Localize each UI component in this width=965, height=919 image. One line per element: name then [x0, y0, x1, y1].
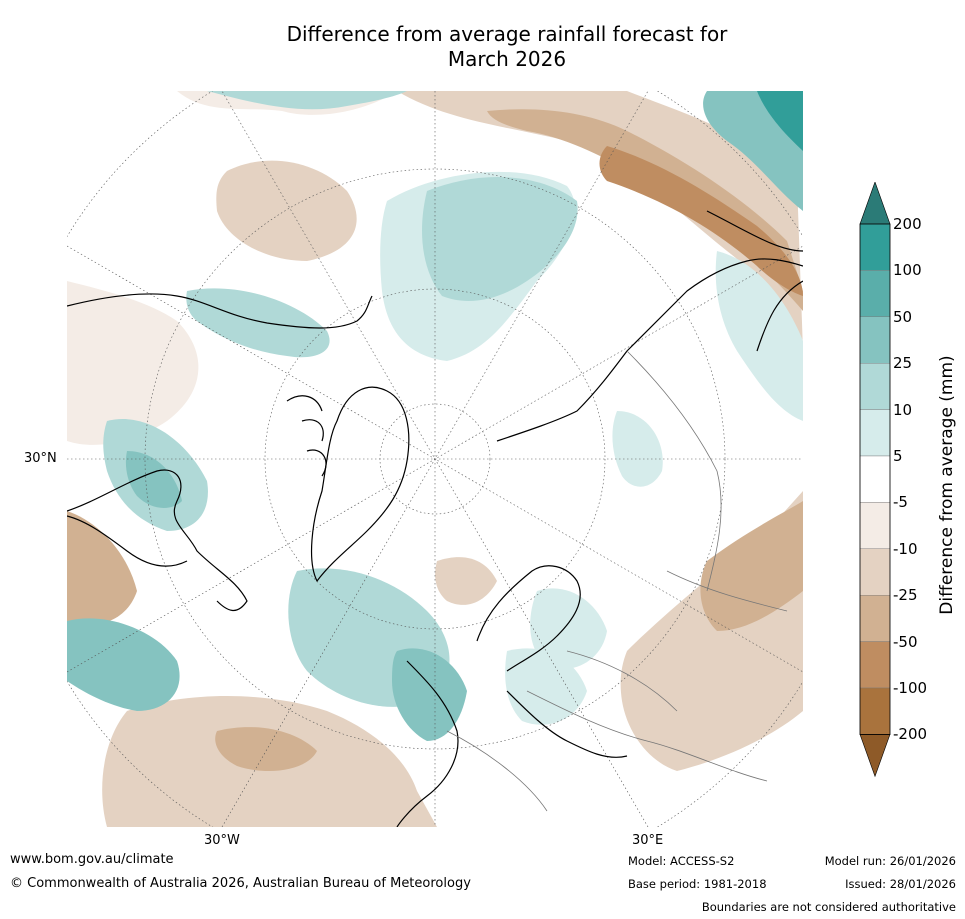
colorbar-band [859, 687, 891, 735]
chart-title: Difference from average rainfall forecas… [286, 22, 728, 71]
colorbar-tick-label: -50 [893, 632, 918, 651]
colorbar-tick-label: -10 [893, 539, 918, 558]
drier-area [435, 557, 497, 605]
scandinavia-coast [476, 565, 581, 672]
website-link[interactable]: www.bom.gov.au/climate [10, 852, 174, 867]
colorbar-band [859, 409, 891, 457]
wetter-area [207, 91, 407, 110]
issued-date: Issued: 28/01/2026 [845, 877, 956, 891]
colorbar-extend-low [859, 734, 891, 778]
drier-area [397, 91, 803, 351]
colorbar-band [859, 362, 891, 410]
graticule [67, 91, 803, 827]
meridian [67, 245, 803, 673]
colorbar-tick-label: 200 [893, 215, 922, 233]
colorbar-band [859, 548, 891, 596]
wetter-area [186, 288, 330, 358]
colorbar-extend-high [859, 182, 891, 225]
copyright-text: © Commonwealth of Australia 2026, Austra… [10, 876, 471, 891]
border [566, 650, 678, 712]
border [446, 730, 548, 812]
colorbar-tick-label: 50 [893, 307, 913, 326]
drier-area [216, 160, 357, 261]
colorbar-tick-label: 25 [893, 354, 913, 373]
wetter-area [422, 177, 578, 301]
europe-coast [396, 660, 628, 827]
lon-label-30w: 30°W [204, 833, 240, 848]
border [526, 690, 768, 782]
colorbar-band [859, 316, 891, 364]
wetter-than-average-areas [67, 91, 803, 741]
wetter-area [125, 451, 182, 508]
drier-area [67, 511, 137, 625]
colorbar-title: Difference from average (mm) [937, 355, 957, 615]
latitude-circle [144, 168, 726, 750]
colorbar-tick-label: -100 [893, 679, 928, 697]
wetter-area [612, 411, 663, 487]
latitude-circle [264, 288, 606, 630]
colorbar-tick-label: -5 [893, 493, 908, 512]
colorbar-outline [859, 223, 891, 735]
drier-area [700, 501, 803, 631]
colorbar-band [859, 595, 891, 642]
colorbar-band [859, 270, 891, 318]
country-borders [446, 350, 788, 812]
coastlines [67, 210, 803, 827]
asia-east-coast [706, 210, 803, 352]
colorbar-tick-label: -200 [893, 725, 928, 744]
rainfall-anomaly-map[interactable] [67, 91, 803, 827]
colorbar-band [859, 223, 891, 271]
canadian-archipelago [286, 395, 327, 477]
wetter-area [715, 251, 803, 421]
drier-area [67, 281, 199, 445]
drier-area [215, 727, 317, 771]
colorbar-tick-label: 5 [893, 447, 903, 465]
colorbar-tick-label: 100 [893, 261, 922, 280]
colorbar-band [859, 502, 891, 549]
wetter-area [530, 588, 607, 670]
drier-than-average-areas [67, 91, 803, 827]
colorbar-band [859, 455, 891, 503]
greenland-coast [310, 386, 410, 582]
wetter-area [392, 648, 467, 741]
colorbar [859, 182, 891, 778]
lat-label-30n: 30°N [24, 451, 57, 466]
model-run-date: Model run: 26/01/2026 [824, 854, 956, 868]
eurasia-arctic-coast [496, 258, 803, 442]
drier-area [487, 109, 803, 312]
colorbar-tick-label: -25 [893, 586, 918, 605]
colorbar-tick-label: 10 [893, 400, 913, 419]
border [666, 570, 788, 612]
base-period: Base period: 1981-2018 [628, 877, 767, 891]
boundaries-disclaimer: Boundaries are not considered authoritat… [701, 900, 956, 914]
drier-area [599, 146, 803, 296]
border [626, 350, 722, 592]
north-america-coast [67, 293, 373, 611]
colorbar-band [859, 641, 891, 689]
wetter-area [67, 618, 180, 711]
model-name: Model: ACCESS-S2 [628, 854, 735, 868]
lon-label-30e: 30°E [632, 833, 664, 848]
wetter-area [757, 91, 803, 151]
wetter-area [505, 648, 587, 725]
